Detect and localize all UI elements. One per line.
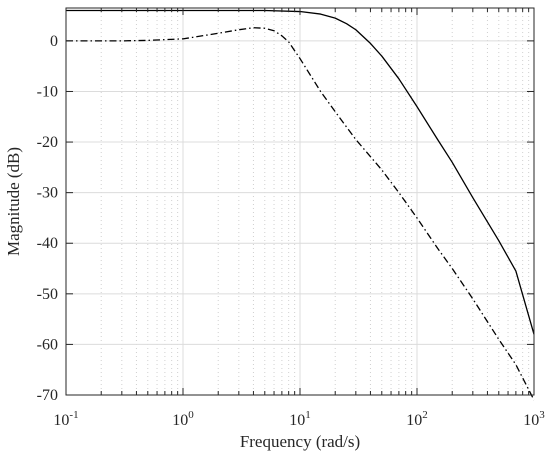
series-line-2 [66, 27, 535, 401]
y-tick-label: -20 [37, 134, 58, 151]
x-tick-label: 10-1 [53, 409, 78, 429]
y-tick-labels: 0 -10 -20 -30 -40 -50 -60 -70 [37, 33, 58, 404]
series-line-1 [66, 9, 535, 335]
grid [65, 8, 535, 396]
x-tick-label: 101 [289, 409, 311, 429]
y-tick-label: -60 [37, 336, 58, 353]
x-tick-labels: 10-1 100 101 102 103 [53, 409, 545, 429]
x-tick-label: 100 [172, 409, 194, 429]
y-tick-label: -10 [37, 83, 58, 100]
y-axis-label: Magnitude (dB) [4, 147, 23, 256]
y-tick-label: -50 [37, 286, 58, 303]
y-tick-label: -70 [37, 387, 58, 404]
y-tick-label: 0 [50, 33, 58, 50]
plot-lines [66, 9, 535, 401]
y-tick-label: -40 [37, 235, 58, 252]
x-axis-label: Frequency (rad/s) [240, 432, 360, 451]
y-tick-label: -30 [37, 185, 58, 202]
axis-ticks [65, 8, 535, 396]
x-tick-label: 103 [523, 409, 545, 429]
x-tick-label: 102 [406, 409, 428, 429]
